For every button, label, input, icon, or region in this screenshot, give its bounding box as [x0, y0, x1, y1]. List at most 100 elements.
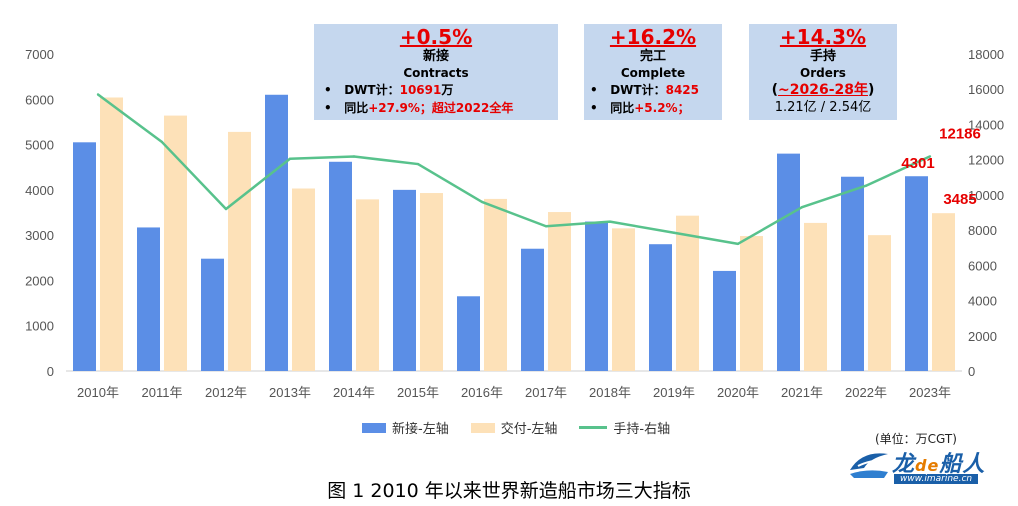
- line-hold-point: [672, 231, 676, 234]
- line-hold-point: [416, 162, 420, 166]
- x-tick-label: 2023年: [909, 385, 951, 400]
- contracts-dwt-label: DWT计：: [344, 83, 400, 97]
- line-hold-point: [736, 242, 740, 246]
- bar-new: [457, 296, 480, 371]
- orders-en-label: Orders: [800, 66, 846, 80]
- line-hold-point: [160, 140, 164, 144]
- bar-delivery: [292, 188, 315, 371]
- y-left-tick-label: 3000: [25, 228, 54, 243]
- complete-yoy-label: 同比: [610, 101, 635, 115]
- complete-dwt-label: DWT计：: [610, 83, 666, 97]
- x-tick-label: 2017年: [525, 385, 567, 400]
- figure-caption: 图 1 2010 年以来世界新造船市场三大指标: [327, 480, 691, 502]
- bar-delivery: [868, 235, 891, 371]
- bar-delivery: [676, 215, 699, 371]
- y-left-tick-label: 2000: [25, 273, 54, 288]
- line-hold-point: [224, 207, 228, 211]
- line-hold-point: [608, 220, 612, 223]
- bar-delivery: [612, 228, 635, 371]
- bar-delivery: [164, 115, 187, 372]
- y-right-tick-label: 4000: [968, 294, 997, 309]
- bar-delivery: [484, 198, 507, 371]
- orders-range-close: ): [868, 82, 875, 98]
- ship-logo-icon: [850, 453, 888, 478]
- orders-pct: +14.3%: [779, 25, 867, 49]
- line-hold-point: [352, 155, 356, 158]
- contracts-yoy-label: 同比: [344, 101, 369, 115]
- y-right-tick-label: 14000: [968, 117, 1004, 132]
- contracts-dwt-line: • DWT计：10691万: [314, 81, 558, 99]
- legend-swatch-hold: [579, 426, 608, 429]
- bullet: •: [324, 83, 332, 97]
- complete-en-label: Complete: [620, 66, 686, 80]
- bar-delivery: [804, 222, 827, 371]
- x-tick-label: 2010年: [77, 385, 119, 400]
- logo-name-part2: 船人: [939, 452, 986, 477]
- legend-swatch-delivery: [470, 422, 495, 433]
- contracts-yoy-line: • 同比+27.9%；超过2022全年: [314, 99, 558, 117]
- complete-dwt-line: • DWT计：8425: [584, 81, 722, 99]
- bullet: •: [590, 101, 598, 115]
- unit-note: (单位：万CGT): [875, 432, 957, 446]
- line-hold: [97, 93, 931, 246]
- x-tick-label: 2022年: [845, 385, 887, 400]
- contracts-pct: +0.5%: [399, 25, 473, 49]
- contracts-yoy-value: +27.9%；超过2022全年: [368, 101, 514, 115]
- complete-yoy-line: • 同比+5.2%；: [584, 99, 722, 117]
- y-right-tick-label: 0: [968, 364, 975, 379]
- bar-delivery: [548, 212, 571, 371]
- bar-delivery: [356, 199, 379, 371]
- bar-new: [521, 248, 544, 371]
- orders-value: 1.21亿 / 2.54亿: [774, 100, 872, 115]
- y-left-tick-label: 6000: [25, 92, 54, 107]
- bar-new: [585, 221, 608, 371]
- bar-new: [713, 270, 736, 371]
- x-tick-label: 2014年: [333, 385, 375, 400]
- bar-new: [137, 227, 160, 371]
- bar-new: [73, 142, 96, 371]
- logo-name: 龙de船人: [892, 446, 985, 478]
- x-tick-label: 2016年: [461, 385, 503, 400]
- x-tick-label: 2021年: [781, 385, 823, 400]
- bar-new: [393, 189, 416, 371]
- y-right-tick-label: 18000: [968, 47, 1004, 62]
- bar-new: [841, 176, 864, 371]
- bullet: •: [590, 83, 598, 97]
- y-right-tick-label: 10000: [968, 188, 1004, 203]
- y-left-tick-label: 1000: [25, 319, 54, 334]
- legend-swatch-new: [362, 422, 386, 433]
- complete-zh-label: 完工: [639, 49, 666, 64]
- legend: 新接-左轴 交付-左轴 手持-右轴: [362, 418, 670, 437]
- line-hold-point: [800, 206, 804, 209]
- orders-range: (~2026-28年): [749, 81, 897, 99]
- data-label-hold-2023: 12186: [939, 125, 981, 142]
- contracts-box: +0.5% 新接 Contracts • DWT计：10691万 • 同比+27…: [314, 24, 558, 120]
- x-tick-label: 2011年: [142, 385, 183, 400]
- line-hold-point: [288, 157, 292, 160]
- bar-new: [777, 153, 800, 371]
- bar-new: [265, 94, 288, 371]
- line-hold-point: [928, 155, 932, 158]
- line-hold-point: [864, 184, 868, 187]
- legend-item-hold: 手持-右轴: [579, 418, 670, 437]
- logo-url: www.imarine.cn: [894, 474, 979, 484]
- data-label-delivery-2023: 3485: [943, 191, 976, 208]
- logo-name-de: de: [915, 456, 940, 475]
- complete-pct: +16.2%: [609, 25, 697, 49]
- bar-delivery: [932, 213, 955, 371]
- orders-zh-label: 手持: [809, 49, 836, 64]
- bar-new: [905, 176, 928, 371]
- bar-new: [329, 161, 352, 371]
- y-left-tick-label: 7000: [25, 47, 54, 62]
- complete-box: +16.2% 完工 Complete • DWT计：8425 • 同比+5.2%…: [584, 24, 722, 120]
- bar-delivery: [420, 193, 443, 371]
- line-hold-point: [480, 200, 484, 204]
- complete-yoy-value: +5.2%；: [634, 101, 690, 115]
- contracts-dwt-value: 10691: [399, 83, 442, 97]
- x-tick-label: 2019年: [653, 385, 695, 400]
- legend-item-delivery: 交付-左轴: [470, 418, 557, 437]
- bullet: •: [324, 101, 332, 115]
- legend-item-new: 新接-左轴: [362, 418, 449, 437]
- brand-logo: 龙de船人 www.imarine.cn: [848, 446, 990, 488]
